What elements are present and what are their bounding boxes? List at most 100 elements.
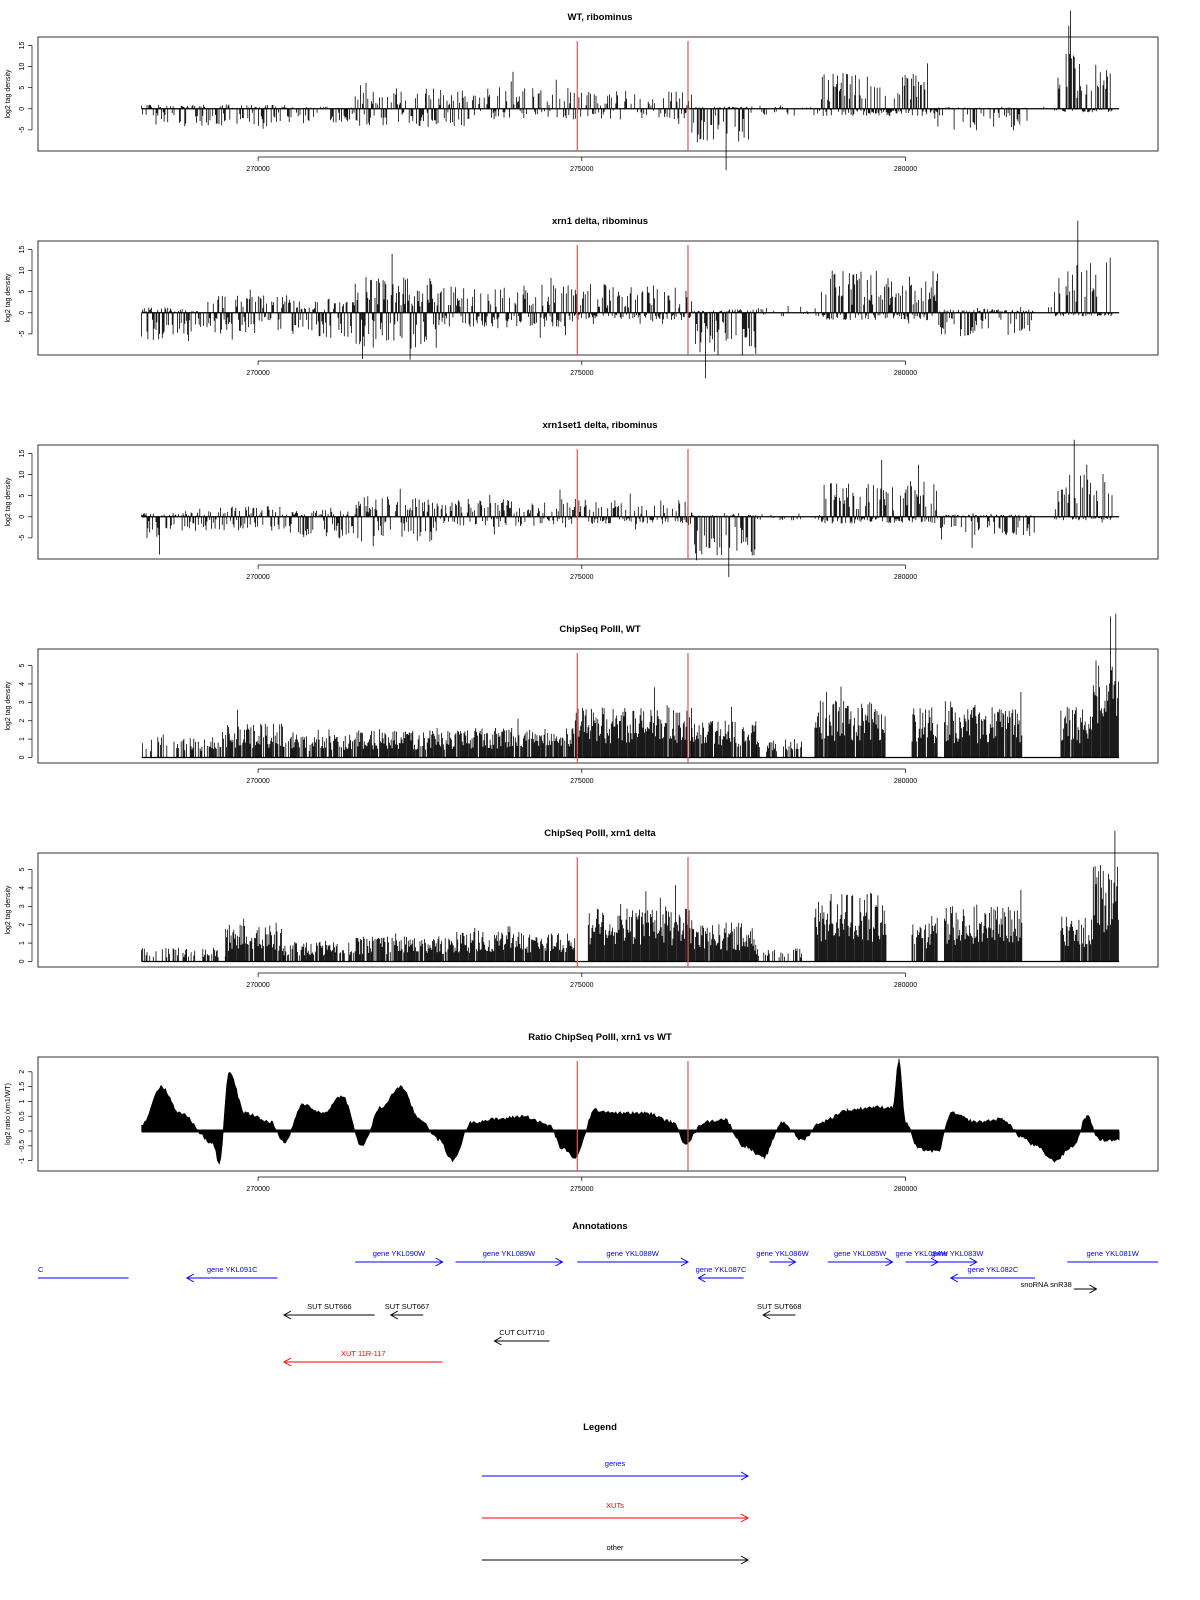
panel-xrn1set1: xrn1set1 delta, ribominus -5 0 5 10 15 log2 ta… [5,420,1159,581]
legend-title: Legend [583,1422,617,1433]
annotations-title: Annotations [572,1221,627,1232]
panel-title: Ratio ChipSeq PolII, xrn1 vs WT [528,1032,672,1043]
feature-sut-sut666: SUT SUT666 [283,1302,375,1320]
feature-label: CUT CUT710 [499,1328,544,1337]
feature-label: gene YKL086W [756,1249,809,1258]
y-axis-label: log2 tag density [5,477,12,527]
feature-gene-ykl087c: gene YKL087C [696,1265,747,1283]
y-tick-label: 15 [19,449,26,457]
y-tick-label: -1 [19,1157,26,1163]
feature-label: gene YKL089W [483,1249,536,1258]
x-tick-label: 270000 [246,370,269,377]
panel-polwt: ChipSeq PolII, WT 0 1 2 3 4 5 log2 tag density 2… [5,613,1159,785]
feature-gene-ykl088w: gene YKL088W [577,1249,689,1267]
signal-bars [141,439,1113,578]
x-tick-label: 280000 [894,370,917,377]
plot-frame [37,1056,1159,1172]
panel-title: WT, ribominus [568,12,633,23]
x-tick-label: 270000 [246,982,269,989]
x-tick-label: 275000 [570,1186,593,1193]
x-tick-label: 270000 [246,1186,269,1193]
y-tick-label: 5 [19,494,26,498]
x-tick-label: 280000 [894,574,917,581]
panel-ratio: Ratio ChipSeq PolII, xrn1 vs WT -1 -0.5 0 0.… [5,1032,1159,1193]
signal-bars [142,613,1119,758]
feature-label: gene YKL088W [606,1249,659,1258]
arrowhead-right [555,1257,564,1267]
arrowhead-left [762,1310,771,1320]
arrowhead-left [949,1273,959,1283]
track-signal [141,10,1120,171]
feature-label: XUT 11R-117 [341,1349,386,1358]
feature-gene-ykl089w: gene YKL089W [455,1249,564,1267]
y-tick-label: 2 [19,923,26,927]
arrowhead-left [283,1310,292,1320]
x-tick-label: 275000 [570,166,593,173]
arrowhead-right [788,1257,797,1267]
y-tick-label: 15 [19,41,26,49]
arrowhead-left [389,1310,399,1320]
y-tick-label: 0 [19,515,26,519]
feature-gene-ykl081w: gene YKL081W [1067,1249,1158,1263]
arrowhead-left [283,1357,292,1367]
feature-gene-ykl083w: gene YKL083W [931,1249,984,1267]
feature-label: SUT SUT666 [307,1302,351,1311]
legend-item-xuts: XUTs [482,1501,750,1523]
signal-bars [141,830,1119,962]
y-tick-label: 2 [19,1070,26,1074]
legend-arrowhead [740,1471,750,1481]
y-tick-label: -0.5 [19,1140,26,1152]
arrowhead-left [493,1336,502,1346]
feature-label: gene YKL091C [207,1265,258,1274]
x-tick-label: 270000 [246,778,269,785]
signal-bars [141,10,1113,171]
arrowhead-right [1089,1284,1098,1294]
feature-label: gene YKL090W [373,1249,426,1258]
y-tick-label: 1.5 [19,1082,26,1092]
legend-section: Legend genes XUTs other [482,1422,750,1565]
y-tick-label: 0 [19,959,26,963]
y-tick-label: 0 [19,1129,26,1133]
y-tick-label: 0 [19,311,26,315]
legend-label: XUTs [606,1501,624,1510]
x-tick-label: 280000 [894,982,917,989]
y-tick-label: 10 [19,267,26,275]
feature-label: SUT SUT667 [385,1302,429,1311]
feature-snorna-snr38: snoRNA snR38 [1021,1280,1098,1294]
arrowhead-left [185,1273,195,1283]
y-tick-label: 1 [19,941,26,945]
y-tick-label: 5 [19,86,26,90]
ratio-area [141,1058,1120,1165]
y-tick-label: 5 [19,868,26,872]
arrowhead-right [969,1257,978,1267]
x-tick-label: 275000 [570,370,593,377]
y-axis-label: log2 tag density [5,681,12,731]
plot-frame [37,444,1159,560]
legend-label: genes [605,1459,626,1468]
feature-label: gene YKL083W [931,1249,984,1258]
feature-label: C [38,1265,44,1274]
feature-gene-ykl084w: gene YKL084W [895,1249,949,1267]
feature-label: gene YKL084W [895,1249,948,1258]
feature-cut-cut710: CUT CUT710 [493,1328,550,1346]
y-tick-label: 5 [19,290,26,294]
panel-xrn1: xrn1 delta, ribominus -5 0 5 10 15 log2 tag de… [5,216,1159,379]
y-axis-label: log2 tag density [5,69,12,119]
feature-gene-ykl090w: gene YKL090W [355,1249,444,1267]
y-tick-label: 0 [19,755,26,759]
arrowhead-right [930,1257,939,1267]
arrowhead-left [697,1273,706,1283]
y-tick-label: 15 [19,245,26,253]
legend-label: other [606,1543,624,1552]
panel-wt: WT, ribominus -5 0 5 10 15 log2 tag density 270… [5,10,1159,173]
arrowhead-right [435,1257,444,1267]
arrowhead-right [680,1257,689,1267]
legend-item-other: other [482,1543,750,1565]
legend-arrowhead [740,1513,750,1523]
track-signal [141,439,1120,578]
x-tick-label: 275000 [570,982,593,989]
y-axis-label: log2 tag density [5,885,12,935]
signal-bars [141,220,1113,379]
x-tick-label: 280000 [894,778,917,785]
